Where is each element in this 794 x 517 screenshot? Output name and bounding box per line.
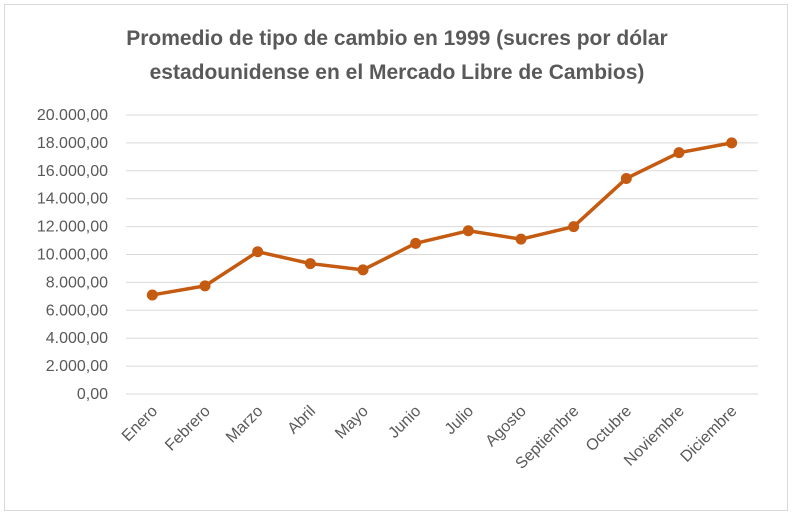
- y-tick-label: 4.000,00: [46, 330, 108, 347]
- data-point: [410, 237, 422, 249]
- x-tick-label: Mayo: [332, 403, 372, 443]
- data-point: [620, 172, 632, 184]
- data-point: [726, 137, 738, 149]
- y-tick-label: 12.000,00: [37, 219, 108, 236]
- x-tick-label: Junio: [385, 403, 424, 442]
- y-tick-label: 0,00: [77, 386, 108, 403]
- y-tick-label: 10.000,00: [37, 247, 108, 264]
- data-point: [252, 246, 264, 258]
- data-point: [462, 225, 474, 237]
- chart-title-line2: estadounidense en el Mercado Libre de Ca…: [149, 61, 645, 84]
- data-point: [357, 264, 369, 276]
- y-tick-label: 18.000,00: [37, 135, 108, 152]
- data-point: [304, 258, 316, 270]
- x-tick-label: Julio: [442, 403, 477, 438]
- data-point: [673, 147, 685, 159]
- x-tick-label: Diciembre: [678, 403, 741, 466]
- y-tick-label: 8.000,00: [46, 274, 108, 291]
- y-tick-label: 6.000,00: [46, 302, 108, 319]
- x-tick-label: Agosto: [483, 403, 530, 450]
- y-tick-label: 20.000,00: [37, 107, 108, 124]
- x-tick-label: Octubre: [583, 403, 635, 455]
- data-point: [199, 280, 211, 292]
- x-tick-label: Febrero: [162, 403, 214, 455]
- y-tick-label: 16.000,00: [37, 163, 108, 180]
- y-tick-label: 14.000,00: [37, 191, 108, 208]
- x-tick-label: Enero: [119, 403, 161, 445]
- data-point: [146, 289, 158, 301]
- y-tick-label: 2.000,00: [46, 358, 108, 375]
- chart-title-line1: Promedio de tipo de cambio en 1999 (sucr…: [126, 27, 668, 50]
- chart-title: Promedio de tipo de cambio en 1999 (sucr…: [0, 22, 794, 90]
- x-tick-label: Marzo: [223, 403, 267, 447]
- series-line: [150, 141, 734, 297]
- x-tick-label: Abril: [285, 403, 320, 438]
- data-point: [515, 233, 527, 245]
- chart-frame: [4, 4, 788, 511]
- data-point: [568, 221, 580, 233]
